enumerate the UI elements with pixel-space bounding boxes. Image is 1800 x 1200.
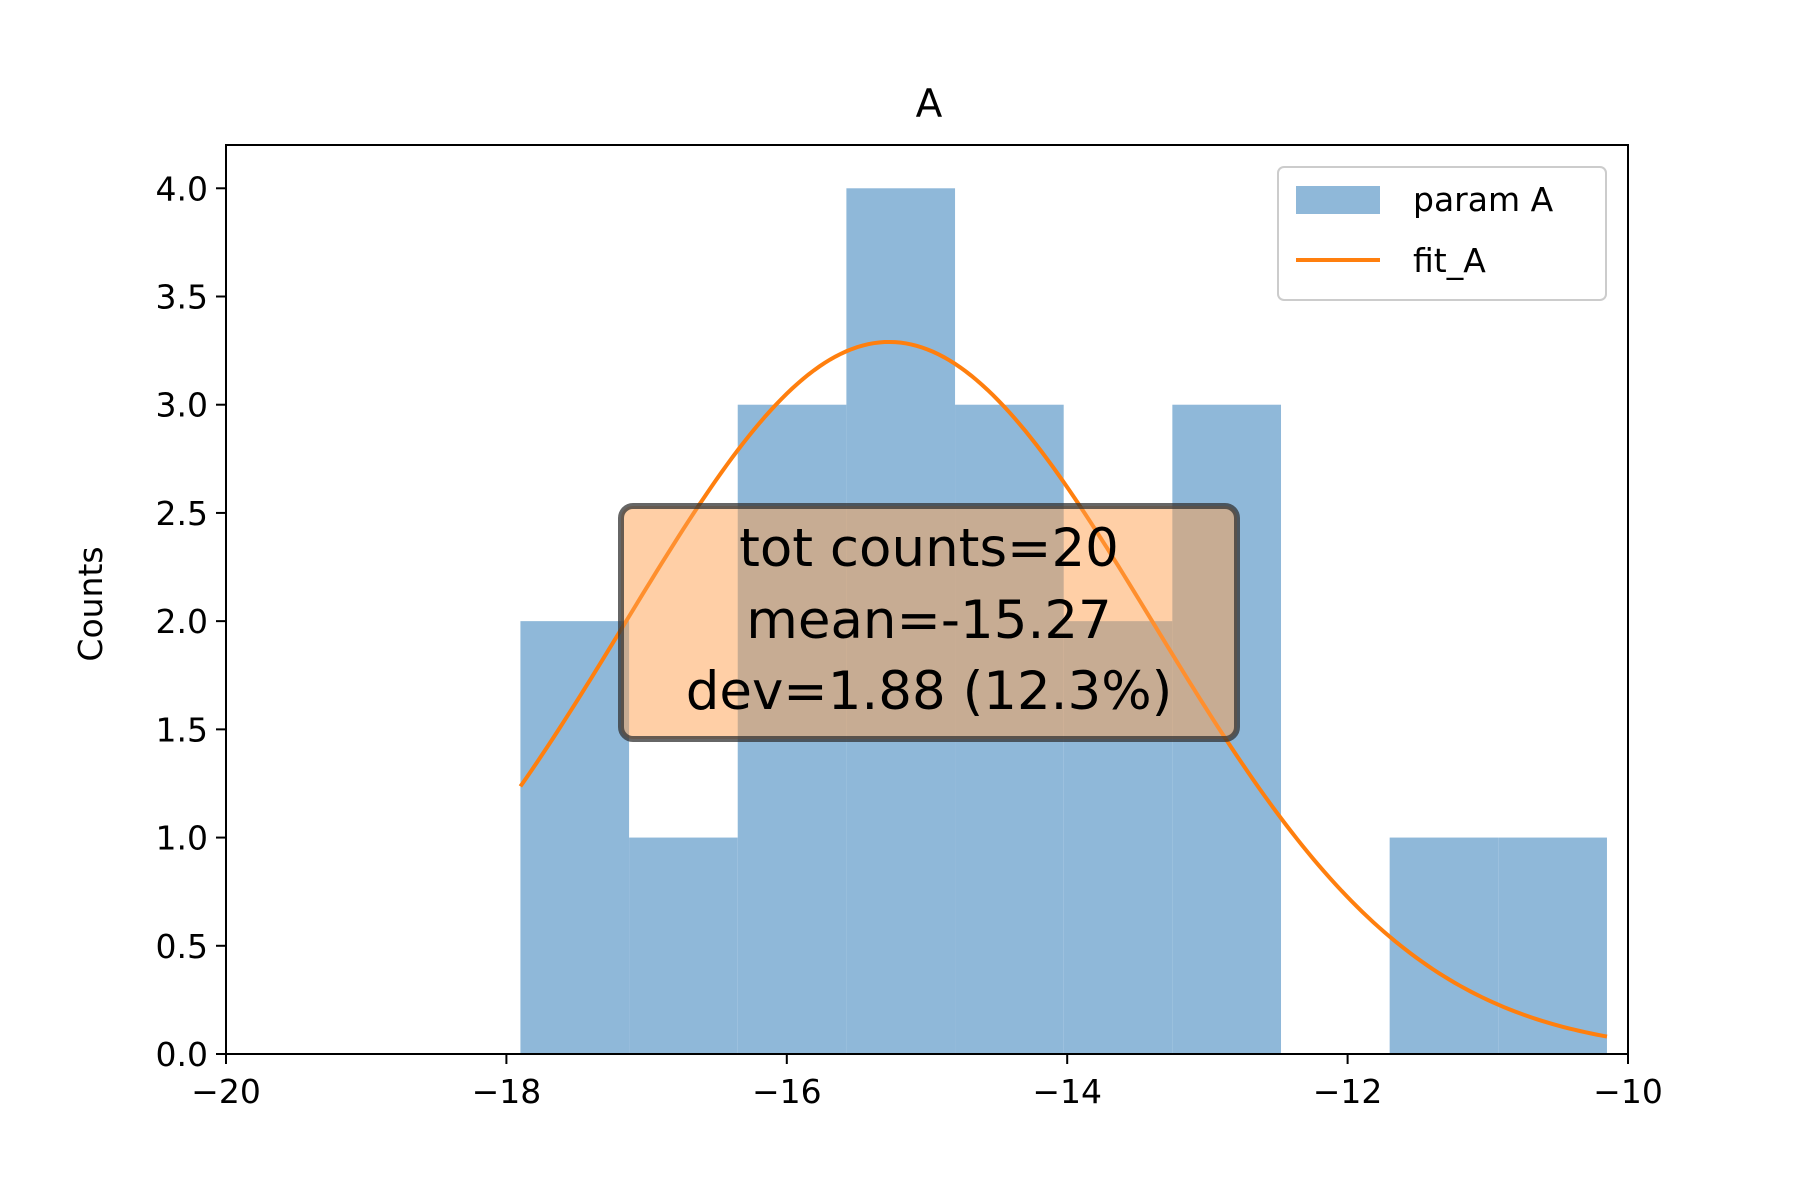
- stats-line-mean: mean=-15.27: [746, 590, 1112, 651]
- fit-curve-layer: [518, 339, 1608, 1039]
- y-tick-label: 2.0: [156, 602, 208, 641]
- legend-label-param-a: param A: [1413, 180, 1554, 219]
- plot-frame: [225, 144, 1629, 1055]
- x-tick-label: −18: [472, 1072, 542, 1111]
- histogram-bar: [629, 837, 738, 1054]
- x-tick-label: −16: [752, 1072, 822, 1111]
- y-tick-label: 3.5: [156, 278, 208, 317]
- x-tick-label: −20: [191, 1072, 261, 1111]
- legend: param A fit_A: [1277, 166, 1607, 301]
- y-tick-label: 0.5: [156, 927, 208, 966]
- histogram-bar: [1389, 837, 1499, 1054]
- legend-label-fit-a: fit_A: [1413, 241, 1486, 280]
- stats-annotation: tot counts=20 mean=-15.27 dev=1.88 (12.3…: [618, 503, 1240, 742]
- stats-line-total: tot counts=20: [739, 518, 1119, 579]
- y-axis-label: Counts: [71, 546, 110, 661]
- axes: −20 −18 −16 −14 −12 −10 0.0 0.5 1.0 1.5 2.0 2.5 3.0 3…: [156, 144, 1663, 1111]
- y-tick-label: 4.0: [156, 169, 208, 208]
- legend-swatch-param-a: [1296, 186, 1380, 214]
- stats-line-dev: dev=1.88 (12.3%): [686, 661, 1173, 722]
- x-tick-label: −12: [1313, 1072, 1383, 1111]
- x-tick-label: −10: [1593, 1072, 1663, 1111]
- fit-curve: [518, 339, 1608, 1039]
- y-tick-label: 2.5: [156, 494, 208, 533]
- histogram-bar: [520, 621, 630, 1054]
- y-tick-label: 0.0: [156, 1035, 208, 1074]
- x-tick-label: −14: [1032, 1072, 1102, 1111]
- y-tick-label: 3.0: [156, 386, 208, 425]
- y-tick-label: 1.5: [156, 710, 208, 749]
- y-tick-label: 1.0: [156, 819, 208, 858]
- stats-box: [618, 503, 1240, 742]
- histogram-bar: [1498, 837, 1607, 1054]
- chart-title: A: [916, 82, 943, 127]
